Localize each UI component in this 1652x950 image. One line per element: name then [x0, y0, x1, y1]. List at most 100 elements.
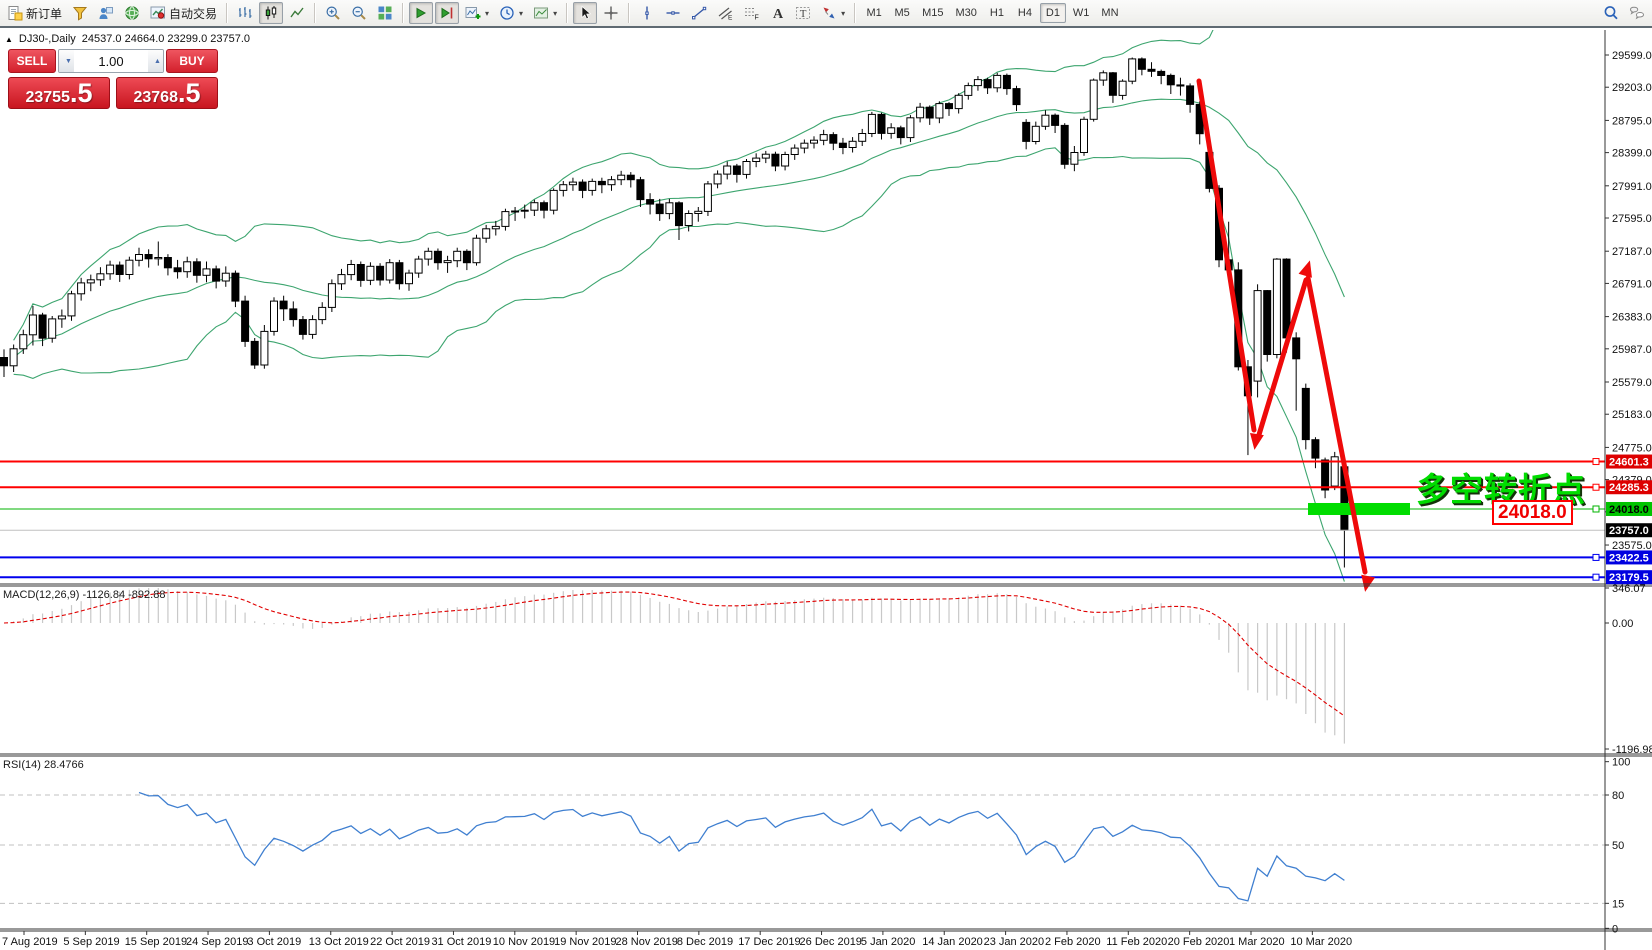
text-button[interactable]: A [765, 2, 789, 24]
chat-icon [1629, 5, 1645, 21]
crosshair-button[interactable] [599, 2, 623, 24]
date-label: 31 Oct 2019 [431, 936, 491, 948]
market-watch-button[interactable] [68, 2, 92, 24]
price-badge-23422.5 [1606, 550, 1652, 565]
timeframe-w1[interactable]: W1 [1068, 3, 1095, 23]
volume-increase-button[interactable]: ▲ [148, 50, 163, 72]
periods-button[interactable]: ▾ [495, 2, 527, 24]
rsi-tick: 15 [1612, 898, 1624, 910]
candle [1089, 79, 1098, 120]
funnel-icon [72, 5, 88, 21]
date-label: 7 Aug 2019 [2, 936, 58, 948]
candle [723, 165, 732, 175]
zoom-out-icon [351, 5, 367, 21]
candle [0, 357, 8, 367]
date-label: 13 Oct 2019 [309, 936, 369, 948]
candle [790, 147, 799, 155]
zoom-out-button[interactable] [347, 2, 371, 24]
line-chart-button[interactable] [285, 2, 309, 24]
candle [597, 180, 606, 186]
candle [501, 211, 510, 227]
tile-windows-button[interactable] [373, 2, 397, 24]
timeframe-m5[interactable]: M5 [889, 3, 915, 23]
candle [279, 300, 288, 310]
candle [588, 180, 597, 191]
volume-decrease-button[interactable]: ▼ [59, 50, 74, 72]
main-price-pane[interactable] [0, 30, 1349, 582]
price-tick: 27595.0 [1612, 213, 1652, 225]
timeframe-h4[interactable]: H4 [1012, 3, 1038, 23]
candle [771, 153, 780, 167]
new-order-button[interactable]: 新订单 [3, 2, 66, 24]
green-highlight-segment[interactable] [1308, 502, 1410, 515]
timeframe-m15[interactable]: M15 [917, 3, 948, 23]
timeframe-mn[interactable]: MN [1096, 3, 1123, 23]
candle [144, 254, 153, 260]
terminal-button[interactable] [120, 2, 144, 24]
hline-handle[interactable] [1592, 553, 1600, 561]
horizontal-line-button[interactable] [661, 2, 685, 24]
fibonacci-button[interactable]: F [739, 2, 763, 24]
title-triangle-icon[interactable]: ▲ [5, 34, 13, 44]
buy-price-panel[interactable]: 23768 .5 [116, 77, 218, 109]
volume-value[interactable]: 1.00 [98, 53, 124, 69]
date-label: 11 Feb 2020 [1106, 936, 1167, 948]
zoom-in-button[interactable] [321, 2, 345, 24]
candle [896, 127, 905, 139]
svg-text:24601.3: 24601.3 [1609, 457, 1649, 469]
candle [28, 314, 37, 336]
red-trend-arrow[interactable] [1196, 78, 1376, 593]
timeframe-m30[interactable]: M30 [951, 3, 982, 23]
candle [366, 265, 375, 281]
candle [694, 210, 703, 215]
price-tick: 29599.0 [1612, 50, 1652, 62]
periods-icon [499, 5, 515, 21]
chart-shift-button[interactable] [435, 2, 460, 24]
date-label: 1 Mar 2020 [1229, 936, 1285, 948]
price-badge-24285.3 [1606, 480, 1652, 495]
hline-handle[interactable] [1592, 458, 1600, 466]
label-icon: T [795, 5, 811, 21]
navigator-button[interactable] [94, 2, 118, 24]
rsi-pane[interactable] [0, 791, 1605, 904]
search-button[interactable] [1599, 2, 1623, 24]
price-badge-24018.0 [1606, 501, 1652, 516]
indicators-button[interactable]: ▾ [461, 2, 493, 24]
equidistant-channel-button[interactable]: E [713, 2, 737, 24]
candle [443, 260, 452, 264]
auto-scroll-button[interactable] [409, 2, 434, 24]
arrows-button[interactable]: ▾ [817, 2, 849, 24]
sell-button[interactable]: SELL [8, 49, 56, 73]
boxed-price-annotation[interactable]: 24018.0 [1492, 500, 1573, 525]
templates-button[interactable]: ▾ [529, 2, 561, 24]
candle [877, 113, 886, 134]
toolbar-separator [314, 3, 317, 23]
sell-price-frac: .5 [69, 78, 93, 108]
candle [761, 153, 770, 159]
macd-pane[interactable] [3, 588, 1345, 744]
rsi-tick: 80 [1612, 790, 1624, 802]
hline-handle[interactable] [1592, 483, 1600, 491]
one-click-trading-panel: SELL ▼ 1.00 ▲ BUY 23755 .5 23768 .5 [8, 49, 218, 109]
timeframe-d1[interactable]: D1 [1039, 3, 1066, 23]
date-label: 5 Sep 2019 [63, 936, 119, 948]
candle [38, 314, 47, 339]
sell-price-panel[interactable]: 23755 .5 [8, 77, 110, 109]
hline-handle[interactable] [1592, 505, 1600, 513]
cursor-button[interactable] [573, 2, 598, 24]
timeframe-h1[interactable]: H1 [984, 3, 1010, 23]
trendline-button[interactable] [687, 2, 711, 24]
text-label-button[interactable]: T [791, 2, 815, 24]
date-label: 2 Feb 2020 [1045, 936, 1101, 948]
hline-handle[interactable] [1592, 573, 1600, 581]
candle [1253, 290, 1262, 382]
bar-chart-button[interactable] [233, 2, 257, 24]
candlestick-chart-button[interactable] [259, 2, 284, 24]
chart-area[interactable]: 29599.0 29203.0 28795.0 28399.0 27991.0 27595… [0, 30, 1652, 950]
chat-button[interactable] [1625, 2, 1649, 24]
candle [935, 103, 944, 119]
timeframe-m1[interactable]: M1 [861, 3, 887, 23]
buy-button[interactable]: BUY [166, 49, 218, 73]
vertical-line-button[interactable] [635, 2, 659, 24]
autotrading-button[interactable]: 自动交易 [146, 2, 221, 24]
